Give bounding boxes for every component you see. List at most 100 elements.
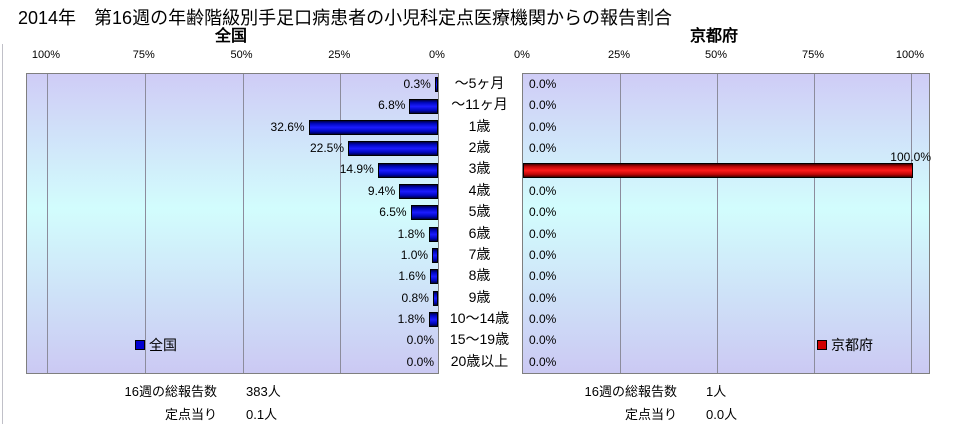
- chart-title-national: 全国: [214, 28, 248, 45]
- value-label: 1.0%: [400, 247, 429, 262]
- axis-tick-label: 100%: [31, 49, 61, 61]
- gridline: [717, 74, 718, 373]
- value-label: 6.8%: [378, 98, 406, 113]
- category-label: 3歳: [468, 160, 491, 177]
- category-label: 4歳: [468, 181, 491, 198]
- axis-tick-label: 0%: [429, 49, 445, 61]
- value-label: 14.9%: [339, 162, 374, 177]
- kyoto-total-row: 16週の総報告数 1人: [517, 379, 737, 402]
- bar-row-6: [410, 205, 438, 221]
- axis-tick-label: 50%: [230, 49, 253, 61]
- value-label: 0.0%: [529, 205, 557, 220]
- value-label: 1.8%: [397, 226, 425, 241]
- legend-kyoto: 京都府: [817, 335, 873, 355]
- legend-swatch-red-icon: [817, 340, 827, 350]
- kyoto-per-sentinel-value: 0.0人: [706, 407, 738, 422]
- plot-area-kyoto: 0.0% 0.0% 0.0% 0.0% 100.0% 0.0% 0.0% 0.0% 0.0% 0.…: [522, 73, 931, 374]
- category-label: 7歳: [468, 245, 491, 262]
- value-label: 0.0%: [529, 226, 557, 241]
- category-label: 9歳: [468, 288, 491, 305]
- kyoto-stats: 16週の総報告数 1人 定点当り 0.0人: [517, 379, 738, 425]
- category-label: 20歳以上: [450, 352, 509, 369]
- value-label: 0.0%: [529, 333, 557, 348]
- legend-label-national: 全国: [149, 337, 177, 353]
- legend-national: 全国: [135, 335, 177, 355]
- value-label: 0.0%: [529, 311, 557, 326]
- bar-row-11: [428, 312, 438, 328]
- bar-row-9: [429, 269, 438, 285]
- kyoto-total-value: 1人: [706, 384, 727, 399]
- gridline: [620, 74, 621, 373]
- category-label: 10～14歳: [449, 309, 510, 326]
- axis-tick-label: 0%: [514, 49, 530, 61]
- value-label: 0.0%: [529, 269, 557, 284]
- legend-swatch-blue-icon: [135, 340, 145, 350]
- axis-tick-label: 75%: [132, 49, 155, 61]
- pane-divider-line: [2, 44, 3, 424]
- bar-row-3: [348, 141, 438, 157]
- category-label: 2歳: [468, 139, 491, 156]
- bar-row-8: [432, 248, 438, 264]
- value-label: 0.0%: [406, 354, 434, 369]
- chart-title-kyoto: 京都府: [689, 28, 739, 45]
- gridline: [47, 74, 48, 373]
- national-per-sentinel-row: 定点当り 0.1人: [57, 402, 281, 425]
- value-label: 0.0%: [529, 141, 557, 156]
- value-label: 0.3%: [403, 77, 431, 91]
- value-label: 100.0%: [890, 150, 931, 165]
- bar-row-5: [399, 183, 438, 199]
- national-total-label: 16週の総報告数: [124, 384, 217, 399]
- value-label: 0.0%: [529, 119, 557, 134]
- kyoto-per-sentinel-row: 定点当り 0.0人: [517, 402, 737, 425]
- axis-tick-label: 50%: [704, 49, 728, 61]
- category-label: 1歳: [468, 117, 491, 134]
- axis-tick-label: 100%: [895, 49, 925, 61]
- category-label: 15～19歳: [449, 331, 510, 348]
- axis-tick-label: 25%: [328, 49, 351, 61]
- value-label: 0.0%: [406, 333, 434, 348]
- axis-tick-label: 25%: [607, 49, 631, 61]
- gridline: [242, 74, 244, 373]
- bar-row-4: [523, 162, 913, 178]
- national-total-row: 16週の総報告数 383人: [57, 379, 281, 402]
- value-label: 0.0%: [529, 354, 557, 369]
- page-title: 2014年 第16週の年齢階級別手足口病患者の小児科定点医療機関からの報告割合: [18, 8, 673, 28]
- gridline: [814, 74, 815, 373]
- national-total-value: 383人: [246, 384, 281, 399]
- bar-row-2: [308, 119, 438, 135]
- bar-row-1: [409, 98, 438, 114]
- kyoto-per-sentinel-label: 定点当り: [624, 407, 677, 422]
- bar-row-7: [428, 226, 438, 242]
- value-label: 0.0%: [529, 77, 557, 91]
- value-label: 32.6%: [270, 119, 305, 134]
- plot-area-national: 0.3% 6.8% 32.6% 22.5% 14.9% 9.4% 6.5% 1.8% 1.0% 1…: [26, 73, 439, 374]
- value-label: 0.0%: [529, 98, 557, 113]
- category-label: ～5ヶ月: [454, 75, 505, 91]
- axis-tick-label: 75%: [801, 49, 825, 61]
- value-label: 6.5%: [379, 205, 407, 220]
- value-label: 0.0%: [529, 247, 557, 262]
- gridline: [144, 74, 146, 373]
- bar-row-4: [377, 162, 438, 178]
- value-label: 22.5%: [310, 141, 345, 156]
- value-label: 0.8%: [401, 290, 429, 305]
- category-label: 6歳: [468, 224, 491, 241]
- legend-label-kyoto: 京都府: [831, 337, 873, 353]
- bar-row-10: [432, 290, 438, 306]
- value-label: 9.4%: [367, 183, 396, 198]
- gridline: [340, 74, 342, 373]
- value-label: 1.6%: [398, 269, 426, 284]
- national-per-sentinel-value: 0.1人: [246, 407, 278, 422]
- value-label: 0.0%: [529, 183, 557, 198]
- category-label: ～11ヶ月: [451, 96, 508, 113]
- bar-row-0: [434, 77, 438, 93]
- national-per-sentinel-label: 定点当り: [164, 407, 217, 422]
- kyoto-total-label: 16週の総報告数: [584, 384, 677, 399]
- gridline: [911, 74, 912, 373]
- national-stats: 16週の総報告数 383人 定点当り 0.1人: [57, 379, 281, 425]
- category-label: 5歳: [468, 203, 491, 220]
- category-label: 8歳: [468, 267, 491, 284]
- value-label: 1.8%: [397, 311, 425, 326]
- value-label: 0.0%: [529, 290, 557, 305]
